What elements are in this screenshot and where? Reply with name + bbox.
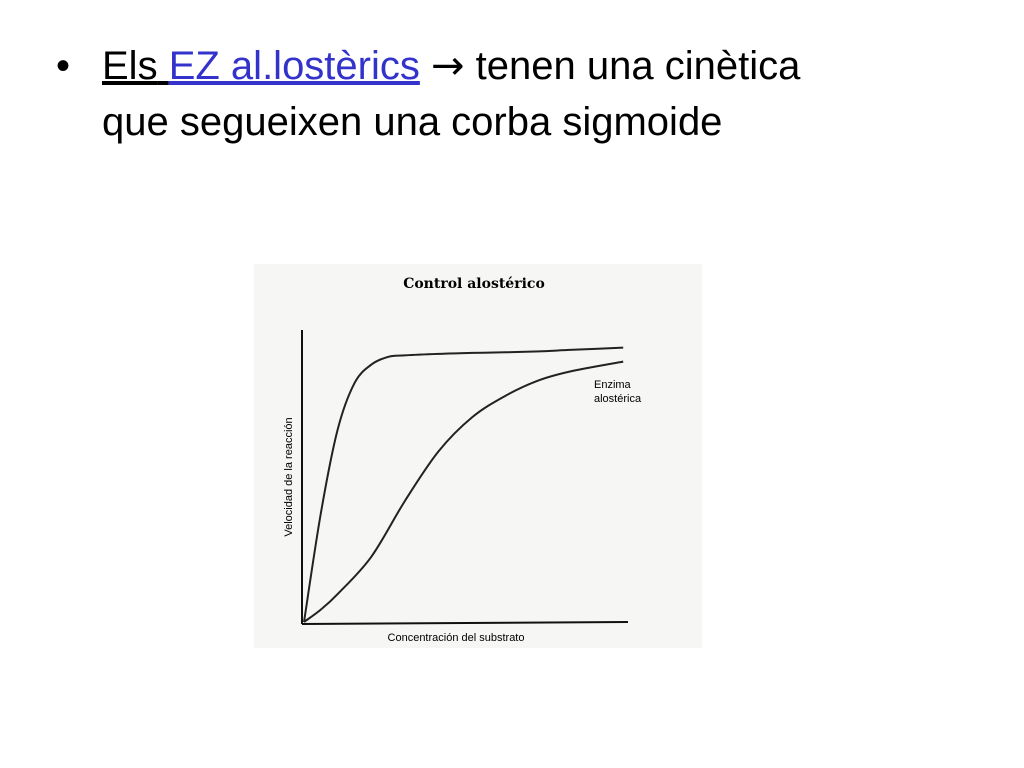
series-line-allosteric [303, 360, 624, 623]
x-axis [301, 621, 629, 625]
chart-svg: Control alostérico Concentración del sub… [283, 276, 642, 644]
text-els: Els [102, 44, 158, 88]
chart-figure: Control alostérico Concentración del sub… [254, 264, 702, 648]
bullet-marker: • [56, 44, 71, 88]
chart-title: Control alostérico [403, 276, 545, 292]
x-axis-label: Concentración del substrato [388, 632, 525, 644]
y-axis-label: Velocidad de la reacción [283, 417, 295, 536]
series-label-line2: alostérica [594, 393, 642, 405]
text-line2: que segueixen una corba sigmoide [102, 100, 723, 144]
arrow-right-icon: → [431, 43, 465, 89]
series-label-line1: Enzima [594, 379, 632, 391]
text-tenen: tenen una cinètica [475, 44, 801, 88]
text-space [158, 44, 169, 88]
link-ez-allosterics[interactable]: EZ al.lostèrics [168, 44, 420, 88]
bullet-text: Els EZ al.lostèrics → tenen una cinètica… [102, 38, 952, 150]
series-line-hyperbolic [303, 346, 624, 623]
